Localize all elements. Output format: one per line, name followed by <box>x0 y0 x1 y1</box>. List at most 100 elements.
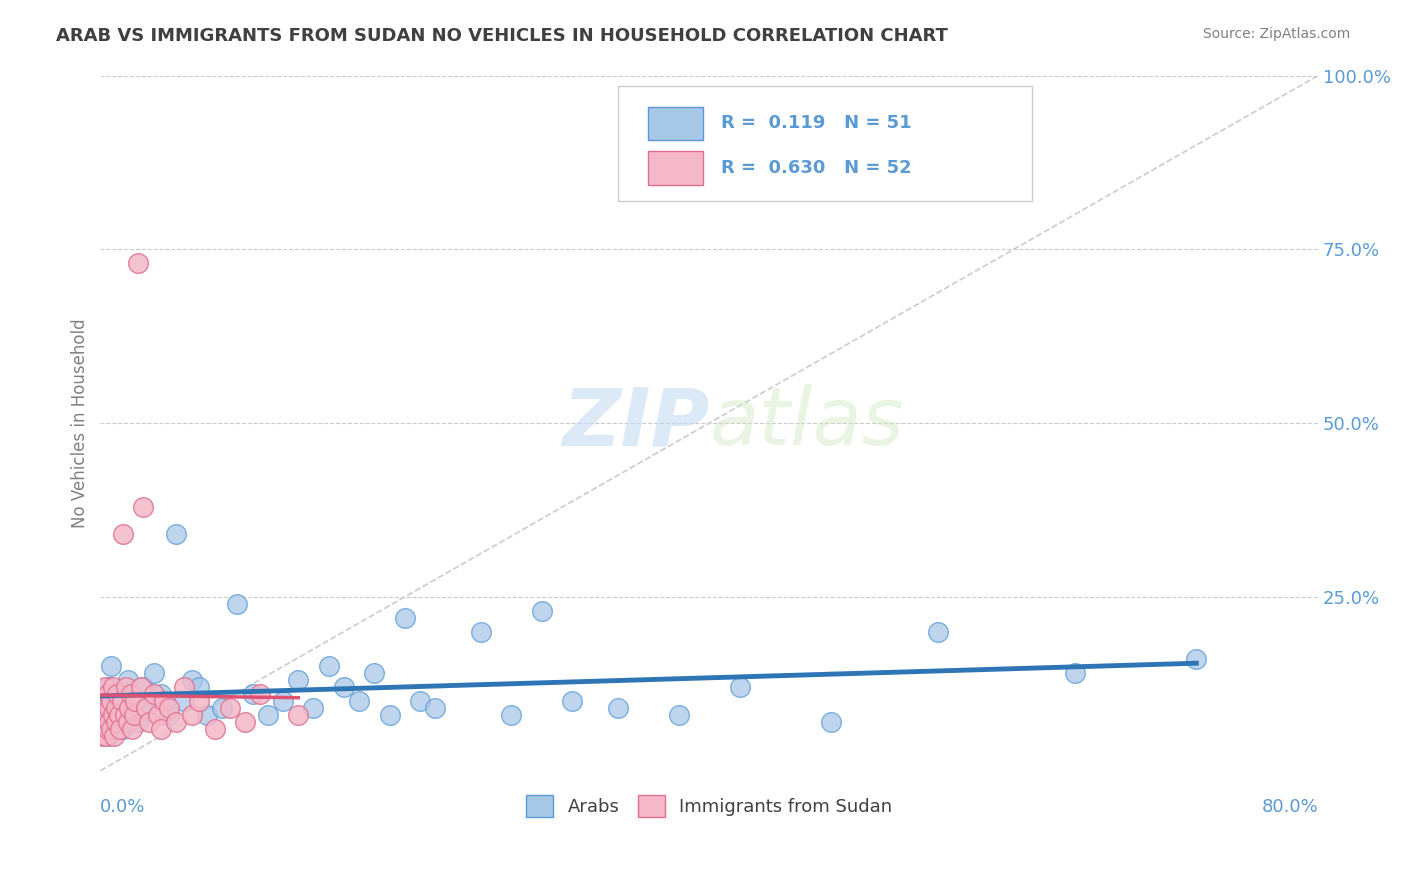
Point <box>96 729 118 743</box>
Point <box>97 680 120 694</box>
Point <box>96 708 118 723</box>
Point <box>127 714 149 729</box>
Point <box>120 687 142 701</box>
Text: Source: ZipAtlas.com: Source: ZipAtlas.com <box>1202 27 1350 41</box>
Point <box>150 722 173 736</box>
Point <box>173 680 195 694</box>
Point <box>122 694 145 708</box>
Point <box>97 687 120 701</box>
Point <box>409 694 432 708</box>
Point <box>153 694 176 708</box>
Point <box>218 701 240 715</box>
Point <box>107 687 129 701</box>
Point <box>204 722 226 736</box>
Point <box>157 701 180 715</box>
Point <box>347 694 370 708</box>
Point <box>530 604 553 618</box>
FancyBboxPatch shape <box>648 152 703 185</box>
Point <box>166 527 188 541</box>
Point <box>188 694 211 708</box>
Point <box>242 687 264 701</box>
Point <box>120 708 142 723</box>
Point <box>94 694 117 708</box>
Point <box>363 666 385 681</box>
Text: 0.0%: 0.0% <box>100 798 146 816</box>
Point <box>378 708 401 723</box>
Point <box>121 722 143 736</box>
Point <box>100 722 122 736</box>
Point <box>249 687 271 701</box>
Point <box>93 701 115 715</box>
Point <box>90 708 112 723</box>
Point <box>100 659 122 673</box>
Point <box>927 624 949 639</box>
Point <box>122 708 145 723</box>
Point <box>180 673 202 688</box>
Y-axis label: No Vehicles in Household: No Vehicles in Household <box>72 318 89 528</box>
Point <box>104 701 127 715</box>
Point <box>470 624 492 639</box>
Point <box>180 708 202 723</box>
Point <box>173 694 195 708</box>
Point <box>150 687 173 701</box>
Point <box>728 680 751 694</box>
Point <box>101 680 124 694</box>
Point <box>135 701 157 715</box>
Point <box>90 694 112 708</box>
Point <box>101 708 124 723</box>
Point <box>97 729 120 743</box>
Point <box>131 680 153 694</box>
Point <box>101 714 124 729</box>
Point <box>103 729 125 743</box>
Text: ZIP: ZIP <box>562 384 709 462</box>
Text: 80.0%: 80.0% <box>1261 798 1319 816</box>
Point <box>127 256 149 270</box>
Point <box>93 722 115 736</box>
Text: R =  0.630   N = 52: R = 0.630 N = 52 <box>721 159 912 177</box>
Point <box>117 714 139 729</box>
Point <box>233 714 256 729</box>
Point <box>138 714 160 729</box>
Point <box>142 666 165 681</box>
Point <box>117 673 139 688</box>
Point <box>104 701 127 715</box>
Point <box>94 680 117 694</box>
Point <box>287 708 309 723</box>
Point <box>108 722 131 736</box>
Point <box>118 701 141 715</box>
Point <box>166 714 188 729</box>
Point <box>302 701 325 715</box>
Point <box>104 714 127 729</box>
Point <box>142 687 165 701</box>
Point <box>111 694 134 708</box>
Point <box>561 694 583 708</box>
Point <box>97 722 120 736</box>
Text: R =  0.119   N = 51: R = 0.119 N = 51 <box>721 114 912 133</box>
Point <box>501 708 523 723</box>
Point <box>135 701 157 715</box>
FancyBboxPatch shape <box>617 86 1032 201</box>
Point <box>90 708 112 723</box>
Point <box>287 673 309 688</box>
Point <box>107 708 129 723</box>
Point <box>114 708 136 723</box>
Point <box>188 680 211 694</box>
Point <box>98 708 121 723</box>
Point <box>132 680 155 694</box>
Point <box>256 708 278 723</box>
Point <box>668 708 690 723</box>
Point <box>271 694 294 708</box>
Point <box>148 708 170 723</box>
FancyBboxPatch shape <box>648 107 703 140</box>
Point <box>112 527 135 541</box>
Point <box>100 694 122 708</box>
Point <box>105 687 128 701</box>
Point <box>394 611 416 625</box>
Point <box>115 680 138 694</box>
Point <box>333 680 356 694</box>
Point <box>820 714 842 729</box>
Point <box>606 701 628 715</box>
Point <box>94 714 117 729</box>
Point <box>98 701 121 715</box>
Point <box>157 708 180 723</box>
